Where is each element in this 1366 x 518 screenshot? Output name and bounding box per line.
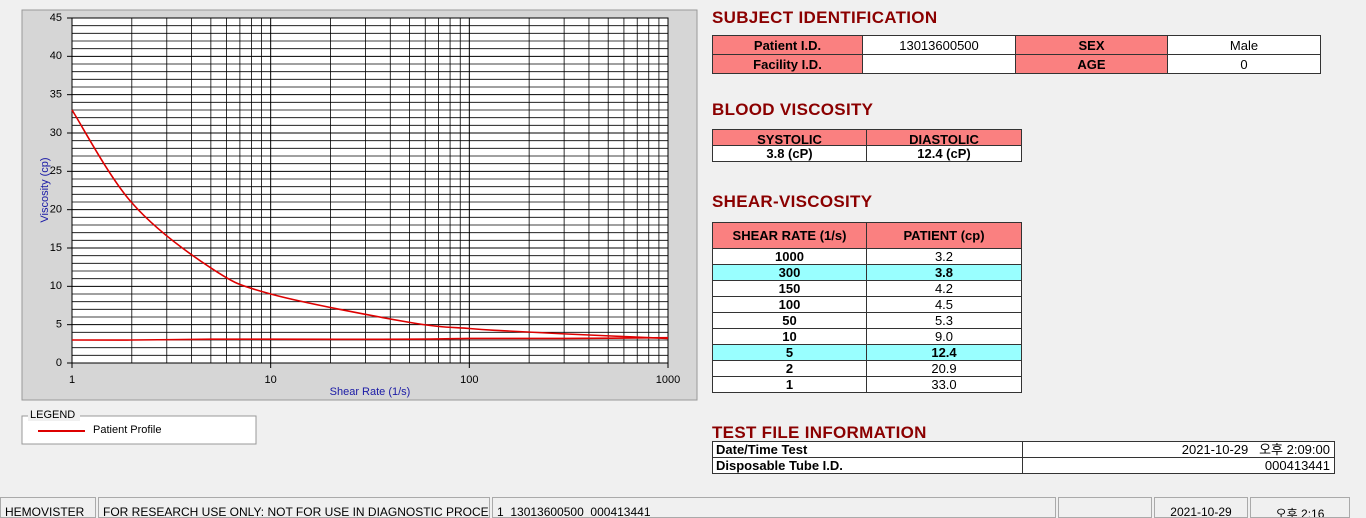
viscosity-cell: 20.9 bbox=[866, 360, 1022, 377]
shear-rate-cell: 1000 bbox=[712, 248, 867, 265]
section-heading: TEST FILE INFORMATION bbox=[712, 423, 927, 442]
y-tick-label: 30 bbox=[50, 127, 62, 139]
info-label: Disposable Tube I.D. bbox=[712, 457, 1023, 474]
field-label: Patient I.D. bbox=[712, 35, 863, 55]
x-tick-label: 10 bbox=[265, 374, 277, 386]
x-tick-label: 1000 bbox=[656, 374, 680, 386]
shear-rate-cell: 150 bbox=[712, 280, 867, 297]
viscosity-cell: 12.4 bbox=[866, 344, 1022, 361]
column-header: SHEAR RATE (1/s) bbox=[712, 222, 867, 249]
viscosity-value: 12.4 (cP) bbox=[866, 145, 1022, 162]
y-tick-label: 45 bbox=[50, 12, 62, 24]
column-header: SYSTOLIC bbox=[712, 129, 867, 146]
series-line bbox=[71, 336, 669, 341]
shear-rate-cell: 5 bbox=[712, 344, 867, 361]
section-heading: BLOOD VISCOSITY bbox=[712, 100, 874, 119]
field-label: Facility I.D. bbox=[712, 54, 863, 74]
column-header: DIASTOLIC bbox=[866, 129, 1022, 146]
status-cell: HEMOVISTER bbox=[0, 497, 96, 518]
viscosity-cell: 3.8 bbox=[866, 264, 1022, 281]
viscosity-cell: 5.3 bbox=[866, 312, 1022, 329]
field-value: 0 bbox=[1167, 54, 1321, 74]
shear-rate-cell: 10 bbox=[712, 328, 867, 345]
legend-title-bg bbox=[28, 409, 80, 421]
y-tick-label: 15 bbox=[50, 242, 62, 254]
y-tick-label: 0 bbox=[56, 357, 62, 369]
info-label: Date/Time Test bbox=[712, 441, 1023, 458]
shear-rate-cell: 1 bbox=[712, 376, 867, 393]
viscosity-cell: 33.0 bbox=[866, 376, 1022, 393]
x-tick-label: 1 bbox=[69, 374, 75, 386]
shear-rate-cell: 2 bbox=[712, 360, 867, 377]
chart: Shear Rate (1/s) Viscosity (cp) LEGEND 0… bbox=[21, 9, 698, 445]
shear-rate-cell: 100 bbox=[712, 296, 867, 313]
y-axis-label: Viscosity (cp) bbox=[39, 157, 51, 222]
status-cell: FOR RESEARCH USE ONLY: NOT FOR USE IN DI… bbox=[98, 497, 490, 518]
y-tick-label: 5 bbox=[56, 319, 62, 331]
field-value: 13013600500 bbox=[862, 35, 1016, 55]
field-label: SEX bbox=[1015, 35, 1168, 55]
field-value bbox=[862, 54, 1016, 74]
series-line bbox=[71, 109, 669, 340]
status-cell: 2021-10-29 bbox=[1154, 497, 1248, 518]
info-value: 000413441 bbox=[1022, 457, 1335, 474]
field-label: AGE bbox=[1015, 54, 1168, 74]
info-value: 2021-10-29 오후 2:09:00 bbox=[1022, 441, 1335, 458]
viscosity-cell: 4.2 bbox=[866, 280, 1022, 297]
y-tick-label: 40 bbox=[50, 50, 62, 62]
section-heading: SUBJECT IDENTIFICATION bbox=[712, 8, 938, 27]
shear-rate-cell: 50 bbox=[712, 312, 867, 329]
status-cell: 1 13013600500 000413441 bbox=[492, 497, 1056, 518]
y-tick-label: 10 bbox=[50, 280, 62, 292]
shear-rate-cell: 300 bbox=[712, 264, 867, 281]
x-tick-label: 100 bbox=[460, 374, 478, 386]
viscosity-value: 3.8 (cP) bbox=[712, 145, 867, 162]
viscosity-cell: 4.5 bbox=[866, 296, 1022, 313]
legend-label: Patient Profile bbox=[93, 424, 161, 436]
status-cell bbox=[1058, 497, 1152, 518]
plot-frame bbox=[71, 17, 669, 364]
column-header: PATIENT (cp) bbox=[866, 222, 1022, 249]
section-heading: SHEAR-VISCOSITY bbox=[712, 192, 873, 211]
viscosity-cell: 3.2 bbox=[866, 248, 1022, 265]
y-tick-label: 20 bbox=[50, 204, 62, 216]
y-tick-label: 25 bbox=[50, 165, 62, 177]
plot-area bbox=[72, 18, 668, 363]
field-value: Male bbox=[1167, 35, 1321, 55]
y-tick-label: 35 bbox=[50, 89, 62, 101]
legend-title: LEGEND bbox=[30, 409, 75, 421]
status-cell: 오후 2:16 bbox=[1250, 497, 1350, 518]
viscosity-cell: 9.0 bbox=[866, 328, 1022, 345]
x-axis-label: Shear Rate (1/s) bbox=[330, 386, 411, 398]
